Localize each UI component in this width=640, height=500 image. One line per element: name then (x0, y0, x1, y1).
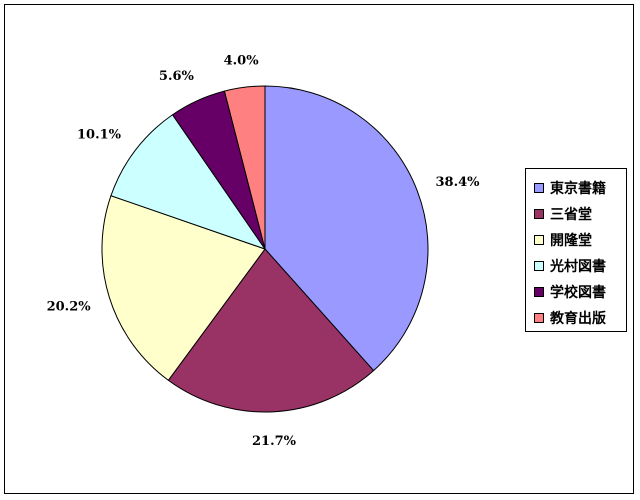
legend-item-kyoiku-shuppan: 教育出版 (534, 305, 626, 331)
legend-label-kyoiku-shuppan: 教育出版 (550, 311, 606, 327)
pie-label-kyoiku-shuppan: 4.0% (224, 54, 260, 69)
pie-slice-mitsumura-tosho (110, 114, 267, 250)
pie-label-sanseido: 21.7% (252, 434, 297, 449)
legend-item-gakko-tosho: 学校図書 (534, 279, 626, 305)
legend-item-mitsumura-tosho: 光村図書 (534, 253, 626, 279)
legend-item-tokyo-shoseki: 東京書籍 (534, 175, 626, 201)
pie-slice-sanseido (167, 248, 375, 413)
legend-swatch-mitsumura-tosho (534, 261, 544, 271)
pie-label-mitsumura-tosho: 10.1% (77, 127, 122, 142)
legend-label-sanseido: 三省堂 (550, 207, 592, 223)
pie-slice-kyoiku-shuppan (223, 85, 266, 250)
legend-label-tokyo-shoseki: 東京書籍 (550, 181, 606, 197)
pie-label-gakko-tosho: 5.6% (159, 69, 195, 84)
pie-labels: 38.4% 21.7% 20.2% 10.1% 5.6% 4.0% (47, 54, 481, 449)
legend-item-kairyudo: 開隆堂 (534, 227, 626, 253)
legend-label-gakko-tosho: 学校図書 (550, 285, 606, 301)
pie-slice-tokyo-shoseki (264, 85, 429, 372)
legend-label-mitsumura-tosho: 光村図書 (550, 259, 606, 275)
legend-label-kairyudo: 開隆堂 (550, 233, 592, 249)
legend: 東京書籍三省堂開隆堂光村図書学校図書教育出版 (525, 168, 627, 332)
pie-slices (101, 85, 429, 413)
pie-label-tokyo-shoseki: 38.4% (436, 175, 481, 190)
legend-swatch-gakko-tosho (534, 287, 544, 297)
legend-swatch-tokyo-shoseki (534, 183, 544, 193)
legend-item-sanseido: 三省堂 (534, 201, 626, 227)
legend-swatch-sanseido (534, 209, 544, 219)
legend-swatch-kyoiku-shuppan (534, 313, 544, 323)
legend-swatch-kairyudo (534, 235, 544, 245)
pie-label-kairyudo: 20.2% (47, 300, 92, 315)
pie-slice-kairyudo (101, 195, 266, 381)
